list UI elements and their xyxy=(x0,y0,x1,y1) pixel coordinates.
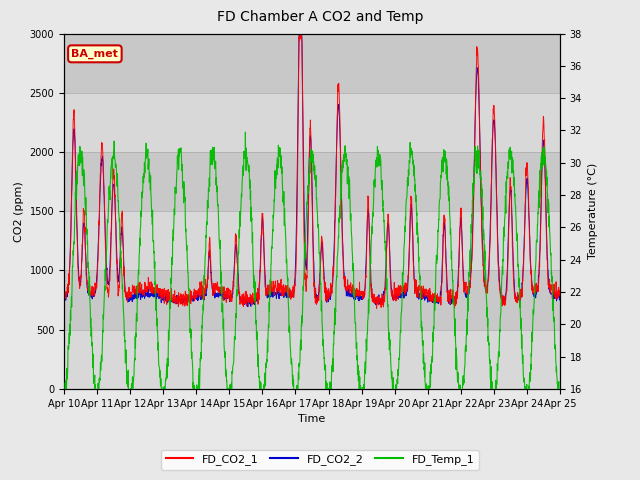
Text: FD Chamber A CO2 and Temp: FD Chamber A CO2 and Temp xyxy=(217,10,423,24)
Y-axis label: Temperature (°C): Temperature (°C) xyxy=(588,163,598,259)
Legend: FD_CO2_1, FD_CO2_2, FD_Temp_1: FD_CO2_1, FD_CO2_2, FD_Temp_1 xyxy=(161,450,479,469)
Bar xyxy=(64,270,560,330)
Text: BA_met: BA_met xyxy=(72,48,118,59)
Bar xyxy=(64,330,560,389)
Bar xyxy=(64,211,560,270)
Bar xyxy=(64,93,560,152)
Y-axis label: CO2 (ppm): CO2 (ppm) xyxy=(14,181,24,241)
Bar xyxy=(64,152,560,211)
X-axis label: Time: Time xyxy=(298,414,326,424)
Bar xyxy=(64,34,560,93)
